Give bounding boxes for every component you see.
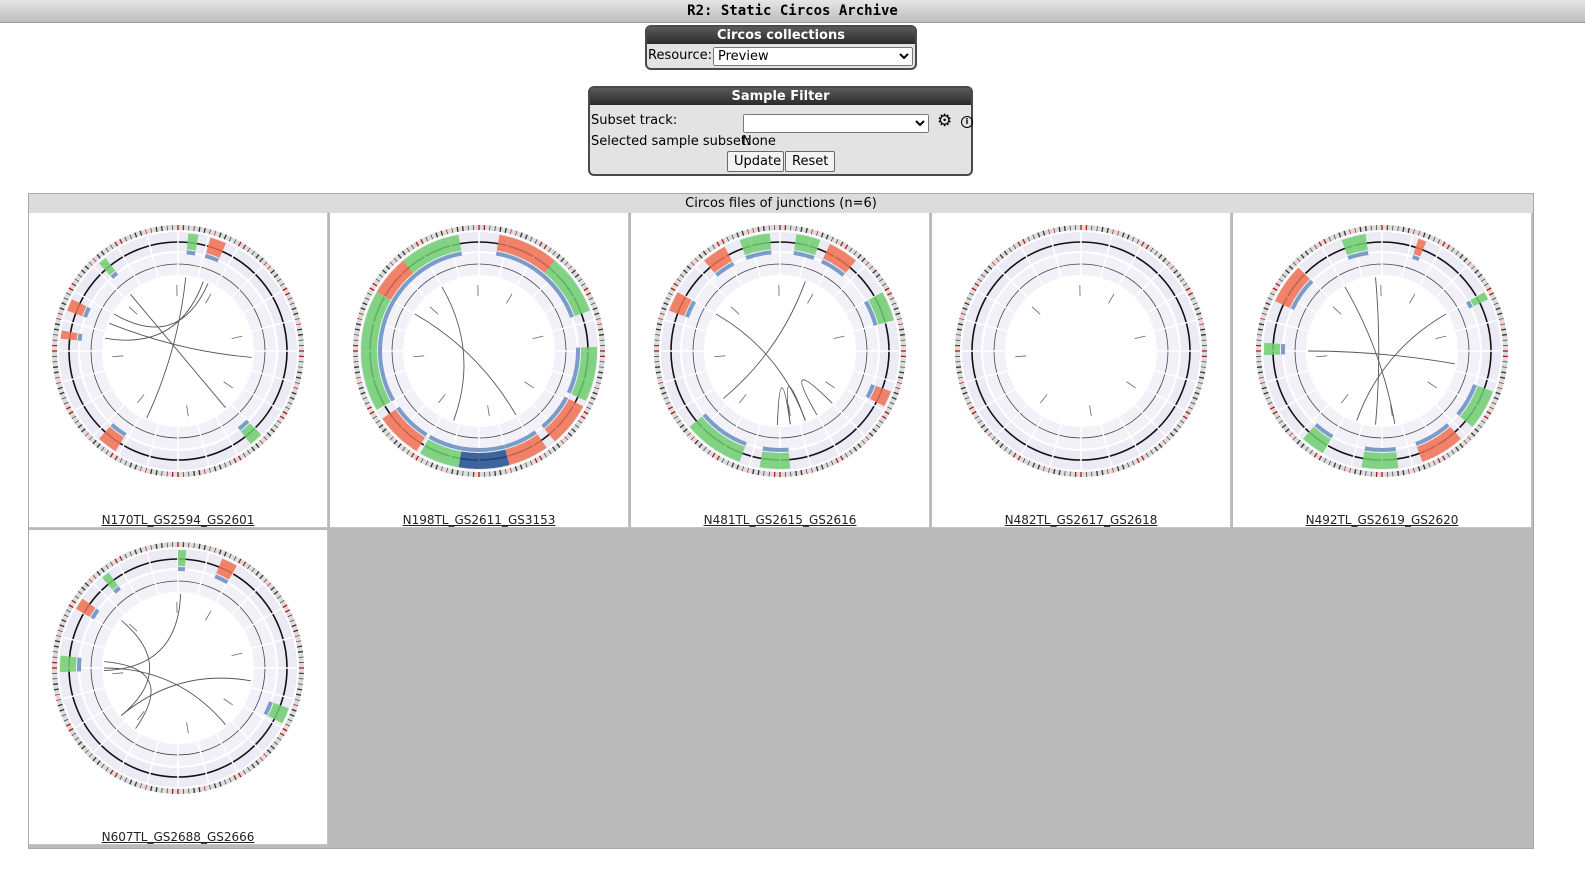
circos-plot-image[interactable] xyxy=(951,221,1211,481)
circos-plot-image[interactable] xyxy=(1252,221,1512,481)
subset-track-label: Subset track: xyxy=(591,113,678,128)
circos-plot-image[interactable] xyxy=(48,221,308,481)
page-title-bar: R2: Static Circos Archive xyxy=(0,0,1585,23)
circos-cell: N482TL_GS2617_GS2618 xyxy=(932,213,1231,528)
circos-collections-panel: Circos collections Resource: Preview xyxy=(645,25,917,70)
circos-plot-image[interactable] xyxy=(650,221,910,481)
circos-results-grid: Circos files of junctions (n=6) N170TL_G… xyxy=(28,193,1534,849)
circos-cell: N198TL_GS2611_GS3153 xyxy=(330,213,629,528)
selected-subset-value: None xyxy=(742,134,776,149)
circos-file-link[interactable]: N492TL_GS2619_GS2620 xyxy=(1305,513,1459,527)
circos-file-link[interactable]: N170TL_GS2594_GS2601 xyxy=(101,513,255,527)
circos-file-link[interactable]: N607TL_GS2688_GS2666 xyxy=(101,830,255,844)
sample-filter-title: Sample Filter xyxy=(590,88,971,105)
circos-cell: N481TL_GS2615_GS2616 xyxy=(631,213,930,528)
resource-select[interactable]: Preview xyxy=(713,47,913,66)
circos-file-link[interactable]: N198TL_GS2611_GS3153 xyxy=(402,513,556,527)
circos-plot-image[interactable] xyxy=(48,538,308,798)
circos-plot-image[interactable] xyxy=(349,221,609,481)
resource-label: Resource: xyxy=(648,48,712,63)
results-title: Circos files of junctions (n=6) xyxy=(29,194,1533,214)
reset-button[interactable]: Reset xyxy=(785,151,835,172)
circos-file-link[interactable]: N482TL_GS2617_GS2618 xyxy=(1004,513,1158,527)
page-title: R2: Static Circos Archive xyxy=(687,3,898,19)
selected-subset-label: Selected sample subset: xyxy=(591,134,751,149)
circos-cell: N492TL_GS2619_GS2620 xyxy=(1233,213,1532,528)
circos-file-link[interactable]: N481TL_GS2615_GS2616 xyxy=(703,513,857,527)
info-icon[interactable]: i xyxy=(961,116,973,128)
update-button[interactable]: Update xyxy=(727,151,784,172)
sample-filter-panel: Sample Filter Subset track: ⚙ i Selected… xyxy=(588,86,973,176)
subset-track-select[interactable] xyxy=(743,114,929,133)
circos-collections-title: Circos collections xyxy=(647,27,915,44)
circos-cell: N170TL_GS2594_GS2601 xyxy=(29,213,328,528)
gear-icon[interactable]: ⚙ xyxy=(937,111,953,131)
circos-cell: N607TL_GS2688_GS2666 xyxy=(29,530,328,845)
